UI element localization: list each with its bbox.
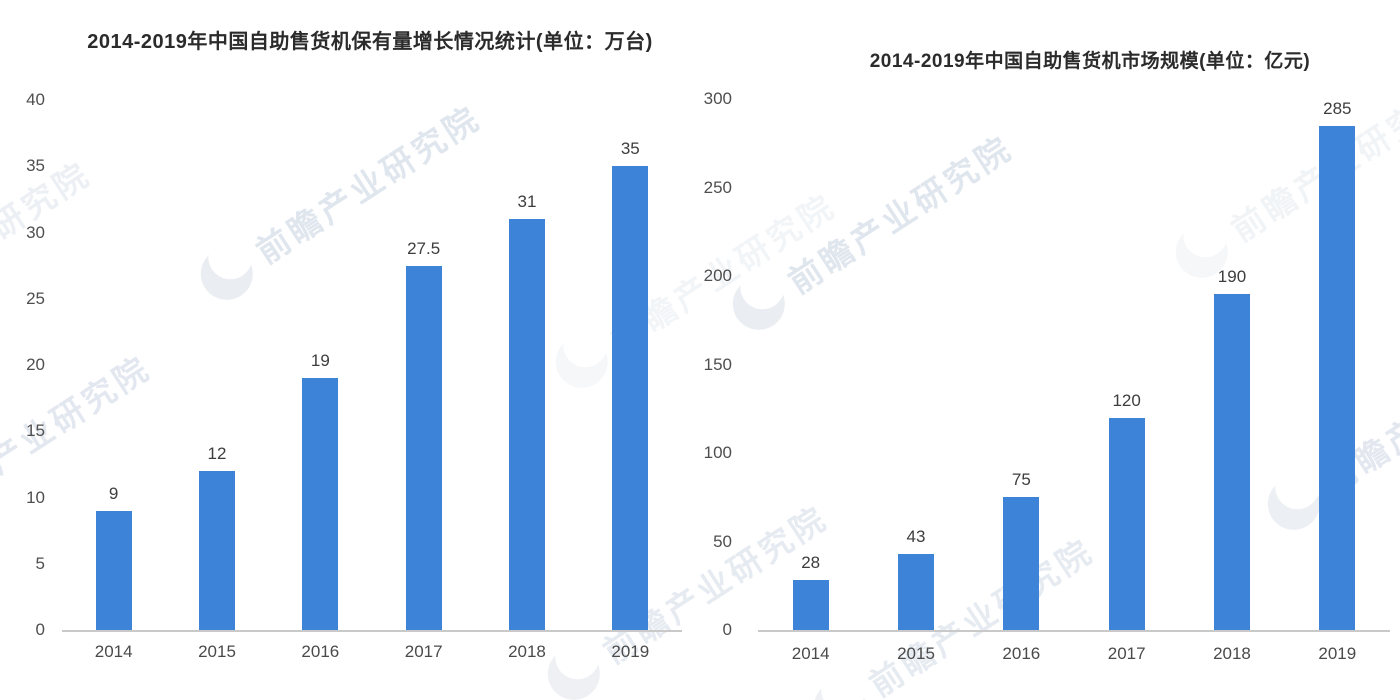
x-axis-category-label: 2018: [508, 642, 546, 661]
bar: [302, 378, 339, 630]
y-axis: 0 50 100 150 200 250 300: [700, 89, 742, 639]
bar-column: 9: [62, 100, 165, 630]
bar-column: 190: [1179, 99, 1284, 630]
bar-value-label: 27.5: [407, 238, 441, 258]
y-axis-tick-label: 150: [703, 354, 732, 374]
bar: [1213, 293, 1250, 630]
bar-column: 31: [475, 100, 578, 630]
bar-value-label: 31: [517, 192, 537, 212]
x-axis-category-label: 2018: [1213, 644, 1251, 663]
y-axis-tick-label: 5: [35, 553, 45, 573]
x-axis-category-label: 2014: [791, 644, 830, 663]
bar-series: 9 12 19 27.5 31 35: [62, 100, 682, 630]
bar: [1319, 126, 1356, 630]
y-axis-tick-label: 200: [703, 266, 732, 285]
bar-value-label: 9: [108, 483, 119, 503]
bar: [792, 580, 829, 630]
bar: [95, 510, 132, 630]
bar-value-label: 35: [620, 139, 640, 159]
x-axis-category-label: 2017: [404, 642, 443, 661]
y-axis-tick-label: 20: [26, 355, 45, 374]
y-axis-tick-label: 50: [713, 531, 732, 551]
bar-value-label: 75: [1011, 470, 1031, 490]
y-axis-tick-label: 250: [703, 177, 732, 197]
x-axis-category-label: 2019: [1318, 644, 1357, 663]
bar: [612, 166, 649, 630]
bar: [1003, 497, 1040, 630]
y-axis-tick-label: 25: [26, 288, 45, 308]
y-axis-tick-label: 0: [35, 620, 45, 639]
y-axis-tick-label: 30: [26, 222, 45, 242]
bar-value-label: 19: [310, 351, 330, 371]
y-axis-tick-label: 40: [26, 90, 45, 109]
bar-value-label: 285: [1323, 99, 1352, 118]
bar-column: 12: [165, 100, 268, 630]
x-axis-category-label: 2017: [1107, 644, 1146, 663]
x-axis-category-label: 2015: [198, 642, 236, 661]
x-axis: 2014 2015 2016 2017 2018 2019: [62, 642, 682, 662]
plot-area: 28 43 75 120 190 285: [758, 99, 1390, 632]
x-axis-category-label: 2019: [611, 642, 650, 661]
bar-column: 43: [863, 99, 968, 630]
bar-column: 35: [579, 100, 682, 630]
bar-column: 285: [1285, 99, 1390, 630]
bar-column: 75: [969, 99, 1074, 630]
bar-series: 28 43 75 120 190 285: [758, 99, 1390, 630]
bar: [1108, 417, 1145, 630]
x-axis-category-label: 2015: [897, 644, 935, 663]
bar-column: 27.5: [372, 100, 475, 630]
x-axis-category-label: 2016: [301, 642, 340, 661]
x-axis-category-label: 2016: [1002, 644, 1041, 663]
plot-area: 9 12 19 27.5 31 35: [62, 100, 682, 632]
chart-title: 2014-2019年中国自助售货机保有量增长情况统计(单位：万台): [87, 30, 653, 53]
y-axis: 0 5 10 15 20 25 30 35 40: [0, 90, 55, 639]
bar-value-label: 120: [1112, 390, 1141, 410]
bar-column: 120: [1074, 99, 1179, 630]
y-axis-tick-label: 0: [722, 620, 732, 639]
y-axis-tick-label: 35: [26, 156, 45, 176]
y-axis-tick-label: 15: [26, 421, 45, 441]
chart-title: 2014-2019年中国自助售货机市场规模(单位：亿元): [869, 50, 1311, 72]
chart-market-size: 2014-2019年中国自助售货机市场规模(单位：亿元) 0 50 100 150 20…: [700, 0, 1400, 700]
bar-value-label: 28: [801, 553, 821, 573]
x-axis-category-label: 2014: [94, 642, 133, 661]
bar: [508, 219, 545, 630]
bar-value-label: 12: [207, 444, 227, 463]
y-axis-tick-label: 100: [703, 443, 732, 462]
bar: [198, 471, 235, 630]
bar: [405, 265, 442, 630]
y-axis-tick-label: 300: [703, 89, 732, 108]
y-axis-tick-label: 10: [26, 487, 45, 507]
bar-column: 19: [269, 100, 372, 630]
bar: [897, 553, 934, 630]
chart-vending-machine-holdings: 2014-2019年中国自助售货机保有量增长情况统计(单位：万台) 0 5 10 15…: [0, 30, 682, 662]
bar-value-label: 43: [906, 526, 926, 546]
bar-value-label: 190: [1217, 266, 1247, 286]
x-axis: 2014 2015 2016 2017 2018 2019: [758, 644, 1390, 664]
bar-column: 28: [758, 99, 863, 630]
